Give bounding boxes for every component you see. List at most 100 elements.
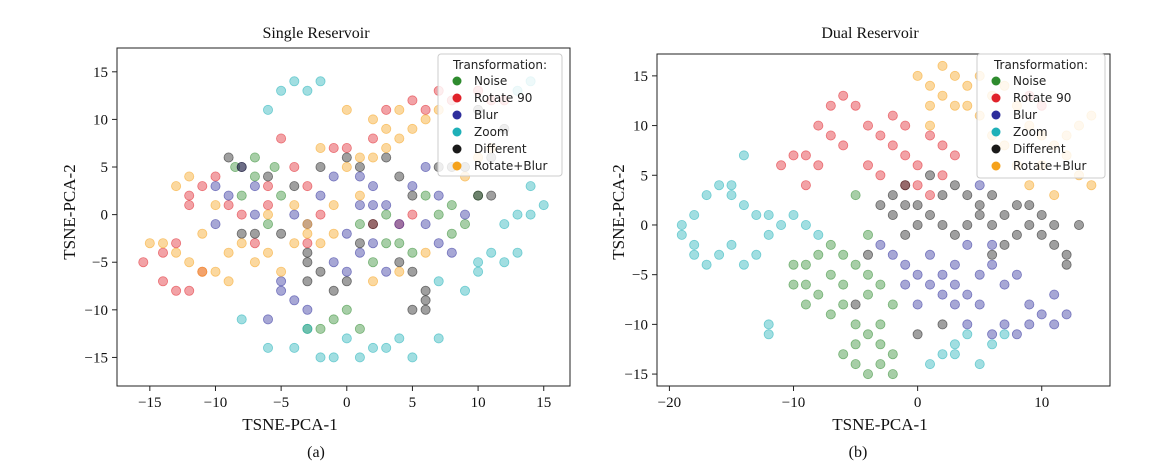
data-point-rotate-90 (276, 133, 287, 144)
data-point-blur (381, 200, 392, 211)
data-point-rotate-blur (223, 276, 234, 287)
data-point-zoom (525, 181, 536, 192)
data-point-rotate-blur (249, 257, 260, 268)
legend-entry: Rotate+Blur (1013, 159, 1087, 173)
data-point-rotate-blur (197, 228, 208, 239)
data-point-rotate-blur (937, 60, 948, 71)
data-point-different (1061, 259, 1072, 270)
data-point-rotate-90 (289, 161, 300, 172)
data-point-zoom (974, 359, 985, 370)
data-point-different (974, 200, 985, 211)
data-point-noise (407, 247, 418, 258)
data-point-rotate-90 (302, 238, 313, 249)
chart-title: Single Reservoir (262, 25, 370, 42)
data-point-rotate-90 (925, 130, 936, 141)
data-point-different (900, 229, 911, 240)
data-point-blur (328, 257, 339, 268)
data-point-rotate-blur (394, 104, 405, 115)
data-point-zoom (315, 76, 326, 87)
data-point-zoom (407, 352, 418, 363)
data-point-blur (987, 329, 998, 340)
data-point-blur (875, 239, 886, 250)
data-point-blur (987, 259, 998, 270)
y-tick-label: −10 (625, 317, 648, 333)
legend-marker (991, 110, 1001, 120)
data-point-rotate-blur (925, 80, 936, 91)
data-point-zoom (512, 247, 523, 258)
data-point-rotate-blur (341, 104, 352, 115)
data-point-rotate-90 (407, 95, 418, 106)
data-point-noise (420, 190, 431, 201)
legend-entry: Zoom (1013, 125, 1048, 139)
data-point-rotate-90 (875, 170, 886, 181)
data-point-zoom (949, 339, 960, 350)
data-point-different (420, 285, 431, 296)
data-point-blur (912, 269, 923, 280)
data-point-noise (863, 289, 874, 300)
data-point-zoom (726, 180, 737, 191)
x-tick-label: 15 (536, 395, 551, 411)
data-point-different (394, 257, 405, 268)
data-point-blur (420, 219, 431, 230)
data-point-rotate-blur (315, 142, 326, 153)
plot-frame (656, 53, 1111, 387)
data-point-blur (887, 249, 898, 260)
y-tick-label: 0 (641, 218, 649, 234)
data-point-zoom (763, 229, 774, 240)
data-point-different (912, 219, 923, 230)
data-point-rotate-blur (328, 228, 339, 239)
data-point-zoom (949, 349, 960, 360)
data-point-zoom (525, 209, 536, 220)
data-point-rotate-blur (210, 200, 221, 211)
data-point-noise (394, 238, 405, 249)
legend-marker (452, 144, 462, 154)
data-point-blur (302, 304, 313, 315)
data-point-zoom (433, 333, 444, 344)
data-point-rotate-blur (381, 142, 392, 153)
data-point-rotate-90 (420, 104, 431, 115)
data-point-different (367, 219, 378, 230)
data-point-zoom (925, 359, 936, 370)
data-point-zoom (800, 219, 811, 230)
data-point-noise (850, 259, 861, 270)
data-point-blur (937, 269, 948, 280)
data-point-zoom (763, 319, 774, 330)
data-point-noise (825, 239, 836, 250)
data-point-zoom (236, 314, 247, 325)
data-point-noise (825, 309, 836, 320)
y-axis-label: TSNE-PCA-2 (609, 164, 628, 259)
data-point-different (276, 228, 287, 239)
data-point-rotate-90 (171, 285, 182, 296)
data-point-blur (949, 259, 960, 270)
data-point-blur (210, 219, 221, 230)
data-point-blur (381, 266, 392, 277)
data-point-rotate-90 (302, 181, 313, 192)
data-point-blur (999, 279, 1010, 290)
data-point-zoom (962, 329, 973, 340)
y-tick-label: −10 (85, 303, 108, 319)
data-point-different (999, 209, 1010, 220)
data-point-rotate-blur (262, 247, 273, 258)
data-point-different (949, 229, 960, 240)
data-point-blur (962, 319, 973, 330)
data-point-noise (887, 349, 898, 360)
data-point-different (1074, 219, 1085, 230)
data-point-rotate-blur (276, 266, 287, 277)
data-point-different (999, 239, 1010, 250)
data-point-rotate-blur (912, 70, 923, 81)
data-point-different (302, 247, 313, 258)
data-point-rotate-90 (912, 180, 923, 191)
data-point-zoom (512, 209, 523, 220)
data-point-different (987, 190, 998, 201)
data-point-blur (433, 238, 444, 249)
legend-entry: Zoom (474, 125, 509, 139)
data-point-different (925, 209, 936, 220)
data-point-blur (367, 181, 378, 192)
data-point-noise (381, 238, 392, 249)
y-tick-label: 10 (633, 119, 648, 135)
data-point-different (937, 190, 948, 201)
data-point-noise (354, 323, 365, 334)
data-point-rotate-blur (962, 100, 973, 111)
data-point-different (1024, 219, 1035, 230)
data-point-rotate-90 (937, 140, 948, 151)
